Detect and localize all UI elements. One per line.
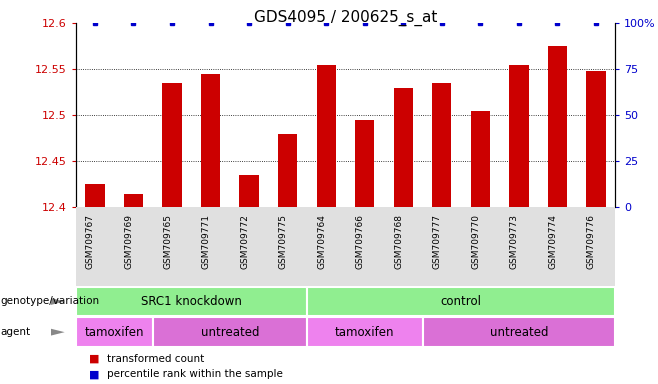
Text: untreated: untreated [201,326,259,339]
Bar [432,83,451,207]
Text: GSM709772: GSM709772 [240,214,249,269]
Text: GSM709775: GSM709775 [278,214,288,269]
Text: GSM709766: GSM709766 [356,214,365,269]
Text: tamoxifen: tamoxifen [84,326,144,339]
Text: SRC1 knockdown: SRC1 knockdown [141,295,241,308]
Text: ■: ■ [89,369,99,379]
Text: GSM709773: GSM709773 [510,214,519,269]
Text: GSM709774: GSM709774 [548,214,557,269]
Text: untreated: untreated [490,326,548,339]
Polygon shape [51,298,64,305]
Text: tamoxifen: tamoxifen [335,326,394,339]
Bar [470,111,490,207]
Bar [422,318,615,347]
Bar [307,318,422,347]
Bar [153,318,307,347]
Text: transformed count: transformed count [107,354,205,364]
Bar [509,65,528,207]
Text: GSM709769: GSM709769 [124,214,134,269]
Text: GSM709777: GSM709777 [433,214,442,269]
Bar [316,65,336,207]
Text: GSM709771: GSM709771 [201,214,211,269]
Text: percentile rank within the sample: percentile rank within the sample [107,369,283,379]
Bar [240,175,259,207]
Text: GSM709768: GSM709768 [394,214,403,269]
Text: GSM709764: GSM709764 [317,214,326,269]
Bar [201,74,220,207]
Bar [355,120,374,207]
Bar [278,134,297,207]
Bar [76,287,307,316]
Text: GSM709770: GSM709770 [471,214,480,269]
Bar [86,184,105,207]
Bar [307,287,615,316]
Text: GDS4095 / 200625_s_at: GDS4095 / 200625_s_at [254,10,437,26]
Text: control: control [441,295,482,308]
Text: GSM709767: GSM709767 [86,214,95,269]
Bar [393,88,413,207]
Text: genotype/variation: genotype/variation [1,296,100,306]
Text: GSM709776: GSM709776 [587,214,596,269]
Text: GSM709765: GSM709765 [163,214,172,269]
Text: ■: ■ [89,354,99,364]
Bar [124,194,143,207]
Bar [586,71,605,207]
Bar [76,318,153,347]
Polygon shape [51,329,64,336]
Bar [547,46,567,207]
Bar [163,83,182,207]
Text: agent: agent [1,327,31,337]
